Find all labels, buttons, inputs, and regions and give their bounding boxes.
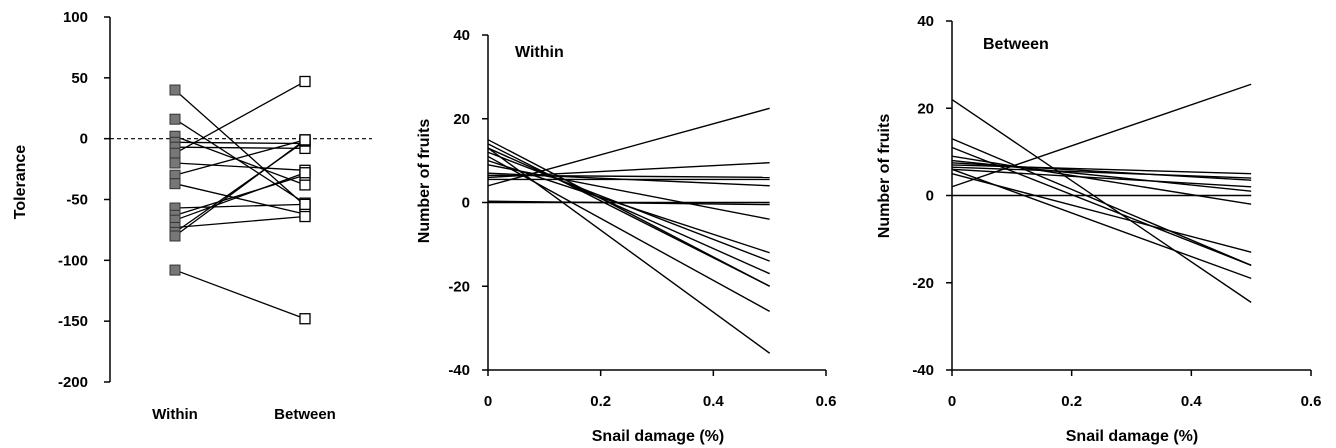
panel-tolerance-y-ticks: 100 50 0 -50 -100 -150 -200 <box>58 9 110 391</box>
pair-line <box>174 139 306 176</box>
y-tick-label: -20 <box>448 278 470 295</box>
y-tick-label: -100 <box>58 252 88 269</box>
regression-line <box>951 168 1252 280</box>
pair-line <box>174 203 306 209</box>
x-tick-label: 0.2 <box>1061 393 1082 410</box>
y-tick-label: 0 <box>462 195 470 212</box>
regression-line <box>487 139 770 287</box>
within-marker <box>169 84 181 96</box>
y-axis-label-within: Number of fruits <box>416 119 433 244</box>
category-label-within: Within <box>152 406 198 423</box>
x-tick-label: 0 <box>948 393 956 410</box>
regression-line <box>951 168 1252 188</box>
y-tick-label: -150 <box>58 313 88 330</box>
regression-line <box>951 166 1252 179</box>
between-marker <box>299 75 311 88</box>
pair-line <box>174 162 306 171</box>
within-marker <box>169 147 181 159</box>
panel-annotation-between: Between <box>983 36 1049 53</box>
y-axis-label-between: Number of fruits <box>876 114 893 239</box>
x-tick-label: 0.2 <box>590 393 611 410</box>
regression-line <box>951 146 1252 266</box>
x-axis-label-between: Snail damage (%) <box>1066 428 1198 445</box>
y-tick-label: 50 <box>71 70 88 87</box>
y-tick-label: 40 <box>453 27 470 44</box>
y-tick-label: 40 <box>917 13 934 30</box>
between-marker <box>299 167 311 179</box>
panel-within-ticks: 40 20 0 -20 -40 0 0.2 0.4 0.6 <box>448 27 836 410</box>
within-marker <box>169 157 181 169</box>
panel-annotation-within: Within <box>515 44 564 61</box>
pair-line <box>174 215 306 229</box>
regression-line <box>951 98 1252 303</box>
pair-line <box>174 269 306 320</box>
regression-line <box>951 83 1252 188</box>
y-tick-label: 0 <box>80 131 88 148</box>
regression-line <box>487 200 770 206</box>
category-label-between: Between <box>274 406 336 423</box>
y-tick-label: -200 <box>58 374 88 391</box>
tolerance-markers <box>169 75 311 325</box>
y-axis-label-tolerance: Tolerance <box>12 145 29 220</box>
pair-line <box>174 183 306 215</box>
pair-line <box>174 172 306 221</box>
within-marker <box>169 178 181 190</box>
y-tick-label: 20 <box>453 111 470 128</box>
between-marker <box>299 179 311 191</box>
y-tick-label: -40 <box>448 362 470 379</box>
pair-line <box>174 141 306 145</box>
regression-line <box>951 138 1252 266</box>
within-marker <box>169 264 181 276</box>
between-marker <box>299 134 311 146</box>
between-marker <box>299 313 311 325</box>
y-tick-label: 100 <box>63 9 88 26</box>
x-tick-label: 0.6 <box>816 393 837 410</box>
within-regression-lines <box>487 107 771 354</box>
within-marker <box>169 113 181 125</box>
x-tick-label: 0.6 <box>1301 393 1322 410</box>
regression-line <box>487 107 770 187</box>
regression-line <box>487 151 770 262</box>
tolerance-pair-lines <box>174 80 306 320</box>
y-tick-label: 0 <box>926 188 934 205</box>
panel-within: 40 20 0 -20 -40 0 0.2 0.4 0.6 Within Snail damag… <box>416 27 836 445</box>
pair-line <box>174 146 306 150</box>
panel-between-ticks: 40 20 0 -20 -40 0 0.2 0.4 0.6 <box>912 13 1321 410</box>
between-regression-lines <box>951 83 1252 303</box>
y-tick-label: -20 <box>912 275 934 292</box>
x-tick-label: 0.4 <box>703 393 725 410</box>
y-tick-label: 20 <box>917 100 934 117</box>
regression-line <box>487 147 770 275</box>
regression-line <box>951 155 1252 205</box>
regression-line <box>487 147 771 354</box>
panel-between: 40 20 0 -20 -40 0 0.2 0.4 0.6 Between Snail dama… <box>876 13 1321 445</box>
x-axis-label-within: Snail damage (%) <box>592 428 724 445</box>
panel-tolerance: 100 50 0 -50 -100 -150 -200 Within Between Tol… <box>12 9 372 423</box>
pair-line <box>174 80 306 154</box>
pair-line <box>174 139 306 237</box>
within-marker <box>169 230 181 242</box>
pair-line <box>174 174 306 216</box>
regression-line <box>951 159 1252 192</box>
regression-line <box>487 164 770 220</box>
pair-line <box>174 135 306 186</box>
y-tick-label: -40 <box>912 362 934 379</box>
x-tick-label: 0 <box>484 393 492 410</box>
between-marker <box>299 198 311 211</box>
x-tick-label: 0.4 <box>1181 393 1203 410</box>
between-marker <box>299 210 311 223</box>
y-tick-label: -50 <box>66 192 88 209</box>
